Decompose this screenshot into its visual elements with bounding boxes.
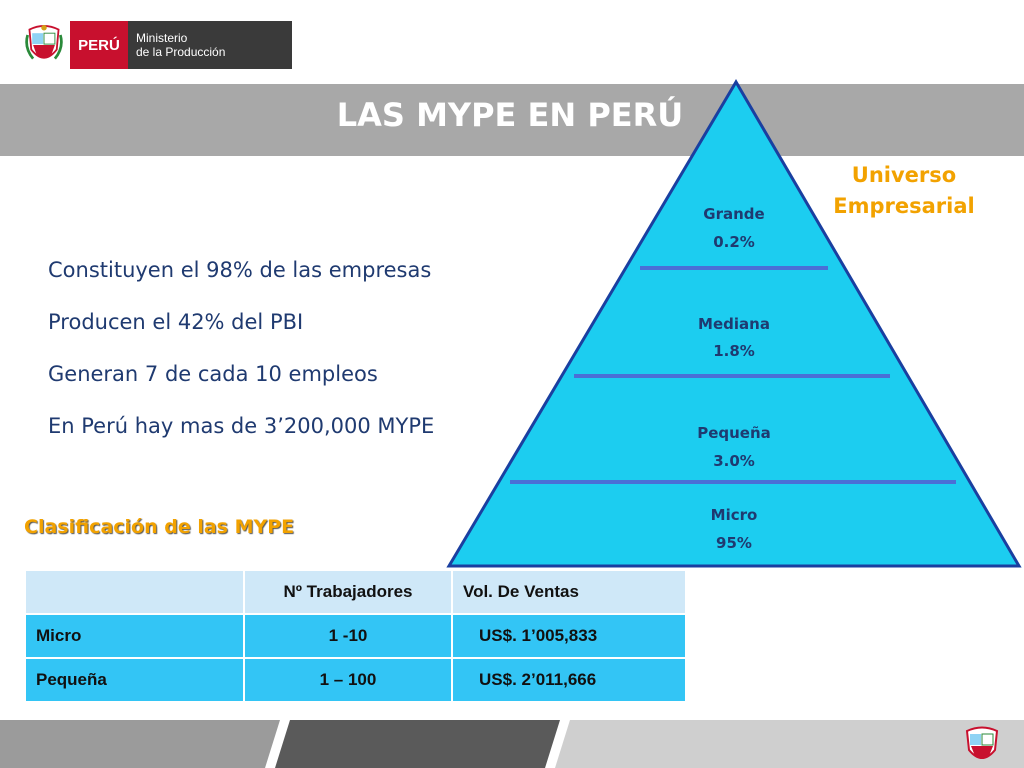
tier-name: Pequeña [697,424,771,442]
table-header-cell: Vol. De Ventas [451,569,687,615]
ministry-logo: PERÚ Ministerio de la Producción [24,18,292,72]
table-cell: 1 -10 [243,613,453,659]
table-cell: Micro [24,613,245,659]
tier-percent: 3.0% [713,452,755,470]
pyramid-shape [446,79,1022,568]
footer-coat-of-arms-icon [965,726,999,759]
fact-item: En Perú hay mas de 3’200,000 MYPE [48,414,435,438]
footer-stripes [0,720,1024,768]
classification-heading: Clasificación de las MYPE [24,516,295,538]
fact-item: Producen el 42% del PBI [48,310,304,334]
page-title: LAS MYPE EN PERÚ [336,96,684,134]
table-row: Pequeña 1 – 100 US$. 2’011,666 [24,657,687,703]
table-header-cell: Nº Trabajadores [243,569,453,615]
title-band [0,84,1024,156]
coat-of-arms-icon [25,25,63,60]
table-cell: Pequeña [24,657,245,703]
classification-table: Nº Trabajadores Vol. De Ventas Micro 1 -… [24,569,687,703]
table-cell: US$. 1’005,833 [451,613,687,659]
table-cell: US$. 2’011,666 [451,657,687,703]
fact-item: Generan 7 de cada 10 empleos [48,362,378,386]
universe-label: Universo Empresarial [833,163,975,218]
fact-item: Constituyen el 98% de las empresas [48,258,432,282]
table-cell: 1 – 100 [243,657,453,703]
tier-name: Mediana [698,315,770,333]
tier-percent: 1.8% [713,342,755,360]
table-row: Micro 1 -10 US$. 1’005,833 [24,613,687,659]
table-header-cell [24,569,245,615]
logo-country-text: PERÚ [70,21,128,69]
table-header-row: Nº Trabajadores Vol. De Ventas [24,569,687,615]
tier-name: Grande [703,205,764,223]
facts-list: Constituyen el 98% de las empresas Produ… [48,258,434,466]
logo-ministry-text: Ministerio de la Producción [128,21,292,69]
tier-percent: 95% [716,534,752,552]
tier-name: Micro [711,506,758,524]
tier-percent: 0.2% [713,233,755,251]
